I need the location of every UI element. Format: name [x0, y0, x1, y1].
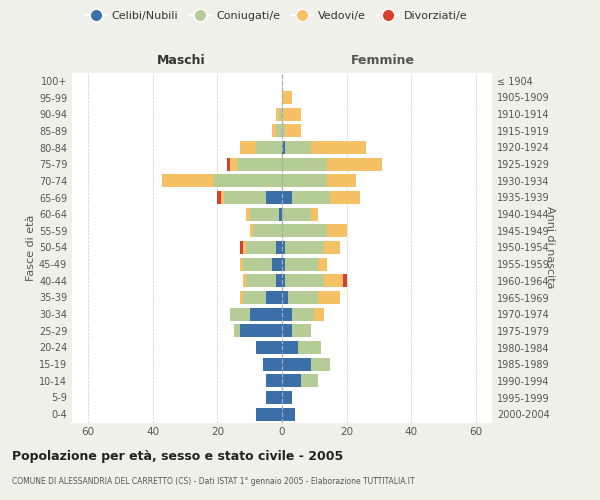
- Bar: [314, 308, 324, 320]
- Bar: [292, 324, 311, 338]
- Bar: [317, 258, 327, 270]
- Text: Femmine: Femmine: [351, 54, 415, 68]
- Bar: [282, 374, 301, 388]
- Bar: [250, 224, 253, 237]
- Bar: [282, 258, 285, 270]
- Bar: [282, 224, 327, 237]
- Bar: [247, 208, 250, 220]
- Bar: [230, 158, 237, 170]
- Bar: [243, 291, 266, 304]
- Bar: [275, 274, 282, 287]
- Bar: [272, 258, 282, 270]
- Bar: [282, 158, 327, 170]
- Bar: [266, 291, 282, 304]
- Bar: [327, 224, 347, 237]
- Bar: [282, 241, 285, 254]
- Bar: [331, 191, 359, 204]
- Bar: [327, 158, 382, 170]
- Bar: [285, 274, 324, 287]
- Bar: [247, 241, 275, 254]
- Bar: [275, 241, 282, 254]
- Text: Popolazione per età, sesso e stato civile - 2005: Popolazione per età, sesso e stato civil…: [12, 450, 343, 463]
- Bar: [279, 108, 282, 120]
- Y-axis label: Fasce di età: Fasce di età: [26, 214, 36, 280]
- Bar: [253, 224, 282, 237]
- Bar: [282, 391, 292, 404]
- Bar: [256, 408, 282, 420]
- Bar: [224, 191, 266, 204]
- Bar: [311, 141, 366, 154]
- Bar: [282, 358, 311, 370]
- Bar: [282, 324, 292, 338]
- Bar: [282, 191, 292, 204]
- Bar: [243, 274, 247, 287]
- Bar: [163, 174, 214, 188]
- Bar: [324, 274, 343, 287]
- Bar: [240, 141, 256, 154]
- Bar: [243, 258, 272, 270]
- Bar: [292, 308, 314, 320]
- Bar: [272, 124, 275, 138]
- Bar: [263, 358, 282, 370]
- Bar: [298, 341, 321, 354]
- Bar: [311, 358, 331, 370]
- Y-axis label: Anni di nascita: Anni di nascita: [545, 206, 555, 288]
- Bar: [317, 291, 340, 304]
- Bar: [237, 158, 282, 170]
- Bar: [233, 324, 240, 338]
- Bar: [285, 124, 301, 138]
- Bar: [279, 208, 282, 220]
- Bar: [285, 241, 324, 254]
- Bar: [285, 258, 317, 270]
- Legend: Celibi/Nubili, Coniugati/e, Vedovi/e, Divorziati/e: Celibi/Nubili, Coniugati/e, Vedovi/e, Di…: [85, 10, 467, 20]
- Bar: [227, 158, 230, 170]
- Bar: [289, 291, 317, 304]
- Bar: [301, 374, 317, 388]
- Bar: [217, 191, 221, 204]
- Bar: [247, 274, 275, 287]
- Text: Maschi: Maschi: [157, 54, 206, 68]
- Bar: [282, 291, 289, 304]
- Bar: [214, 174, 282, 188]
- Bar: [266, 374, 282, 388]
- Bar: [282, 341, 298, 354]
- Bar: [266, 391, 282, 404]
- Bar: [324, 241, 340, 254]
- Text: COMUNE DI ALESSANDRIA DEL CARRETTO (CS) - Dati ISTAT 1° gennaio 2005 - Elaborazi: COMUNE DI ALESSANDRIA DEL CARRETTO (CS) …: [12, 478, 415, 486]
- Bar: [282, 274, 285, 287]
- Bar: [240, 324, 282, 338]
- Bar: [256, 341, 282, 354]
- Bar: [256, 141, 282, 154]
- Bar: [292, 191, 331, 204]
- Bar: [266, 191, 282, 204]
- Bar: [282, 108, 301, 120]
- Bar: [250, 308, 282, 320]
- Bar: [343, 274, 347, 287]
- Bar: [282, 141, 285, 154]
- Bar: [282, 208, 311, 220]
- Bar: [240, 258, 243, 270]
- Bar: [282, 174, 327, 188]
- Bar: [240, 291, 243, 304]
- Bar: [243, 241, 247, 254]
- Bar: [327, 174, 356, 188]
- Bar: [250, 208, 279, 220]
- Bar: [230, 308, 250, 320]
- Bar: [275, 124, 282, 138]
- Bar: [275, 108, 279, 120]
- Bar: [240, 241, 243, 254]
- Bar: [285, 141, 311, 154]
- Bar: [311, 208, 317, 220]
- Bar: [282, 308, 292, 320]
- Bar: [221, 191, 224, 204]
- Bar: [282, 91, 292, 104]
- Bar: [282, 124, 285, 138]
- Bar: [282, 408, 295, 420]
